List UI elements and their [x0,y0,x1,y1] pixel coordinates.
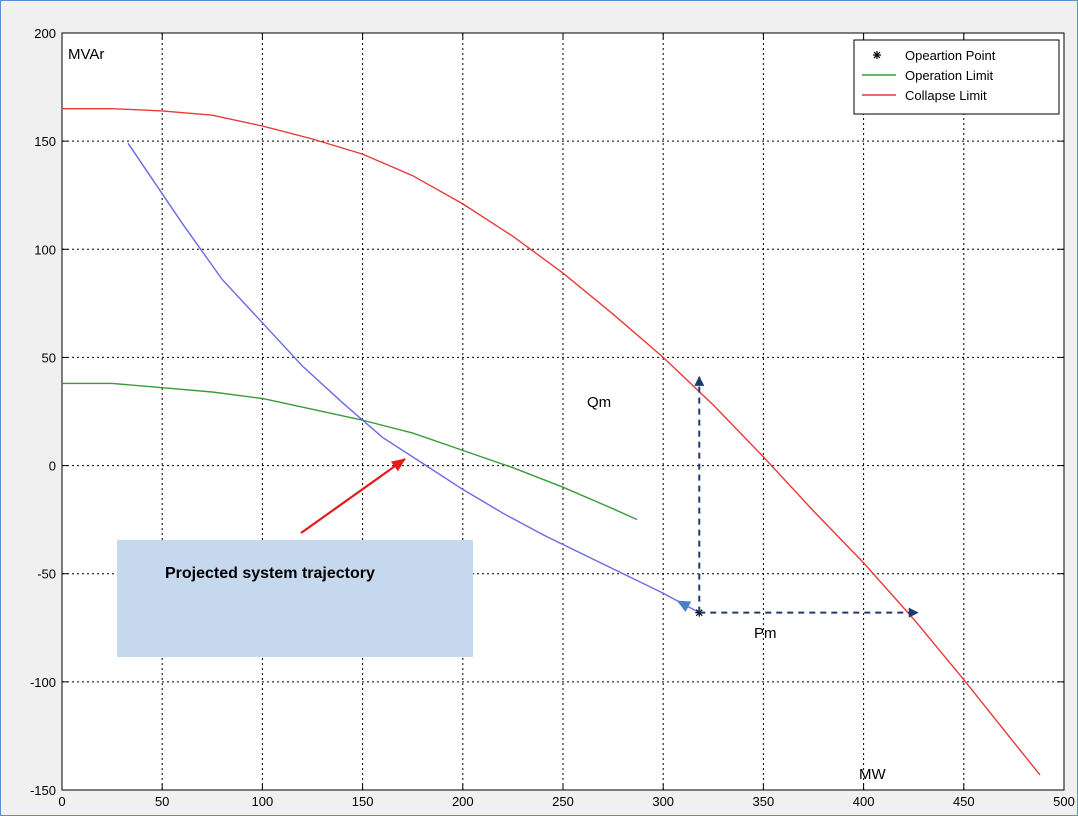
x-tick-label: 100 [252,794,274,809]
y-tick-label: 50 [42,350,56,365]
y-tick-label: -50 [37,567,56,582]
y-tick-label: -100 [30,675,56,690]
x-tick-label: 150 [352,794,374,809]
annotations: MVAr MW Qm Pm Projected system trajector… [68,46,919,783]
legend-label-operation-limit: Operation Limit [905,68,994,83]
x-tick-label: 500 [1053,794,1075,809]
x-tick-label: 250 [552,794,574,809]
x-tick-label: 350 [753,794,775,809]
series-layer [62,107,1041,776]
legend-label-collapse-limit: Collapse Limit [905,88,987,103]
pm-label: Pm [754,625,777,642]
x-axis-label: MW [859,766,886,783]
legend: Opeartion Point Operation Limit Collapse L… [853,39,1060,115]
legend-marker-stroke [873,51,881,59]
x-tick-label: 50 [155,794,169,809]
y-tick-label: 0 [49,459,56,474]
axes-background [62,33,1064,790]
legend-box [853,39,1060,115]
x-tick-label: 450 [953,794,975,809]
callout-box-text: Projected system trajectory [165,565,375,582]
qm-label: Qm [587,394,611,411]
x-tick-label: 200 [452,794,474,809]
legend-marker-operation-point [873,51,881,59]
axes-area [61,32,1065,791]
series-line-collapse-limit [62,107,1041,776]
y-axis-label: MVAr [68,46,104,63]
callout-box [117,540,473,657]
trajectory-arrowhead [676,600,692,612]
tick-labels: 0 50 100 150 200 250 300 350 400 450 500-150-100-5… [30,26,1075,809]
x-tick-label: 300 [652,794,674,809]
series-line-trajectory [127,142,700,614]
legend-label-opeartion-point: Opeartion Point [905,48,996,63]
x-tick-label: 0 [58,794,65,809]
y-tick-label: 100 [34,242,56,257]
y-tick-label: 200 [34,26,56,41]
grid-lines [62,33,1064,790]
callout-arrow [300,458,406,534]
y-tick-label: -150 [30,783,56,798]
y-tick-label: 150 [34,134,56,149]
x-tick-label: 400 [853,794,875,809]
